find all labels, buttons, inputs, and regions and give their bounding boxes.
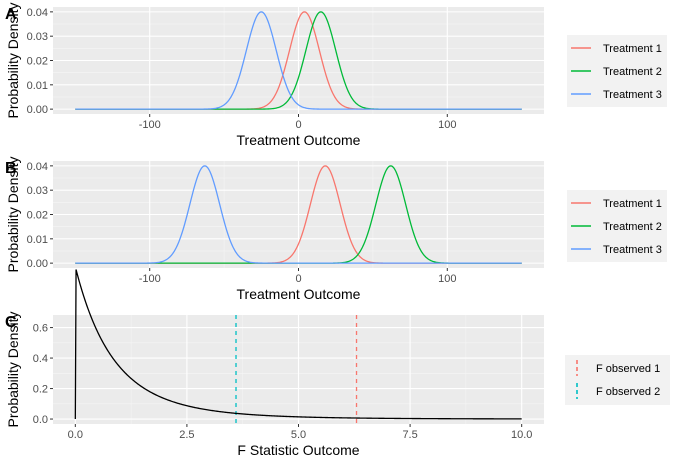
- panel-c-x-tick-label: 0.0: [68, 429, 83, 441]
- panel-a-legend-label-3: Treatment 3: [603, 89, 662, 101]
- panel-c-x-tick-label: 2.5: [179, 429, 194, 441]
- panel-b-y-tick-label: 0.01: [27, 234, 48, 246]
- panel-c-x-tick-label: 7.5: [402, 429, 417, 441]
- panel-b-x-tick-label: 100: [438, 273, 456, 285]
- panel-a-x-axis-title: Treatment Outcome: [237, 132, 361, 148]
- panel-b-x-tick-label: -100: [139, 273, 161, 285]
- panel-c-series-line-1: [74, 269, 522, 420]
- panel-a-legend-label-1: Treatment 1: [603, 43, 662, 55]
- panel-a-x-tick-label: -100: [139, 119, 161, 131]
- panel-c-y-tick-label: 0.0: [33, 414, 48, 426]
- panel-a-series-line-3: [75, 11, 522, 110]
- panel-a-y-tick-label: 0.04: [27, 7, 48, 19]
- panel-c-y-tick-label: 0.6: [33, 323, 48, 335]
- panel-b-legend-label-2: Treatment 2: [603, 221, 662, 233]
- panel-a-y-tick-label: 0.01: [27, 80, 48, 92]
- panel-b-legend-label-1: Treatment 1: [603, 198, 662, 210]
- panel-c-x-tick-label: 10.0: [511, 429, 532, 441]
- panel-c-x-axis-title: F Statistic Outcome: [237, 442, 359, 458]
- panel-b-tag: B: [5, 160, 17, 177]
- panel-b-y-axis-title: Probability Density: [5, 157, 21, 273]
- panel-c: 0.0 2.5 5.0 7.5 10.0 0.0 0.2 0.4 0.6 F Statistic …: [5, 269, 670, 458]
- panel-b-x-axis-title: Treatment Outcome: [237, 286, 361, 302]
- panel-b-legend-label-3: Treatment 3: [603, 244, 662, 256]
- panel-c-legend-label-1: F observed 1: [596, 363, 660, 375]
- panel-a: -100 0 100 0.00 0.01 0.02 0.03 0.04 Treatment Ou…: [5, 3, 667, 148]
- panel-c-y-axis-title: Probability Density: [5, 312, 21, 428]
- panel-b-y-tick-label: 0.03: [27, 185, 48, 197]
- panel-b-y-tick-label: 0.02: [27, 210, 48, 222]
- panel-a-y-axis-title: Probability Density: [5, 3, 21, 119]
- panel-b-y-tick-label: 0.00: [27, 258, 48, 270]
- panel-a-y-tick-label: 0.00: [27, 104, 48, 116]
- panel-b-y-tick-label: 0.04: [27, 161, 48, 173]
- panel-a-legend-label-2: Treatment 2: [603, 66, 662, 78]
- panel-c-x-tick-label: 5.0: [291, 429, 306, 441]
- panel-c-y-tick-label: 0.2: [33, 384, 48, 396]
- panel-c-tag: C: [5, 314, 17, 331]
- panel-c-legend-box: [565, 355, 670, 405]
- panel-c-legend-label-2: F observed 2: [596, 386, 660, 398]
- panel-b-series-line-3: [75, 165, 522, 264]
- panel-b-x-tick-label: 0: [295, 273, 301, 285]
- panel-a-x-tick-label: 0: [295, 119, 301, 131]
- panel-b: -100 0 100 0.00 0.01 0.02 0.03 0.04 Treatment Ou…: [5, 157, 667, 302]
- panel-a-tag: A: [5, 6, 17, 23]
- panel-c-y-tick-label: 0.4: [33, 353, 48, 365]
- panel-a-x-tick-label: 100: [438, 119, 456, 131]
- panel-a-y-tick-label: 0.02: [27, 56, 48, 68]
- panel-a-y-tick-label: 0.03: [27, 31, 48, 43]
